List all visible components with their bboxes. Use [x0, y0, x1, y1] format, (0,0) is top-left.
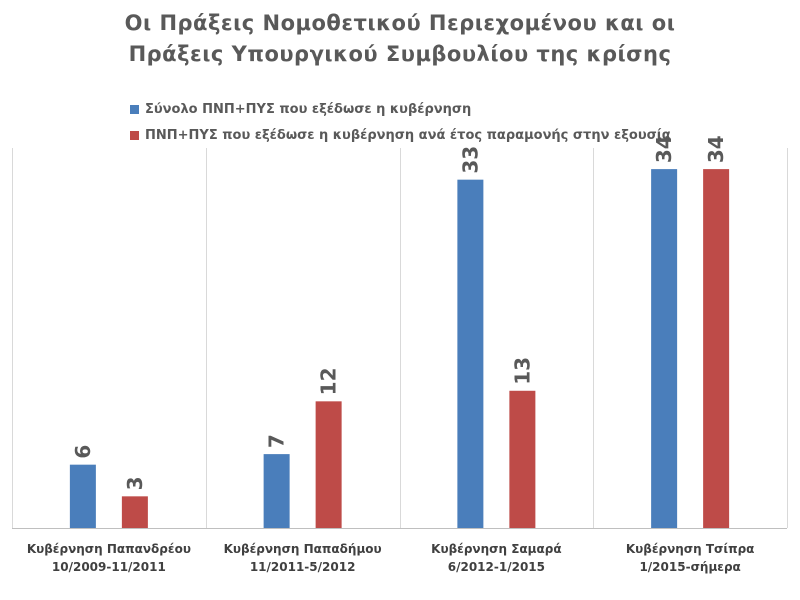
legend-label-total: Σύνολο ΠΝΠ+ΠΥΣ που εξέδωσε η κυβέρνηση	[145, 101, 472, 117]
category-label-period: 6/2012-1/2015	[447, 560, 545, 574]
bar-total	[263, 454, 290, 528]
legend-swatch-total	[130, 104, 139, 114]
bar-total	[651, 169, 678, 528]
data-label-per-year: 3	[123, 476, 147, 490]
category-label: Κυβέρνηση Σαμαρά 6/2012-1/2015	[399, 540, 593, 576]
legend-swatch-per-year	[130, 130, 139, 140]
bar-per-year	[315, 401, 342, 528]
bar-per-year	[509, 390, 536, 528]
category-label: Κυβέρνηση Τσίπρα 1/2015-σήμερα	[593, 540, 787, 576]
category-label-name: Κυβέρνηση Παπαδήμου	[223, 542, 382, 556]
chart-title-line-1: Οι Πράξεις Νομοθετικού Περιεχομένου και …	[124, 11, 676, 35]
category-label-name: Κυβέρνηση Τσίπρα	[625, 542, 755, 556]
category-label-name: Κυβέρνηση Σαμαρά	[431, 542, 562, 556]
legend-label-per-year: ΠΝΠ+ΠΥΣ που εξέδωσε η κυβέρνηση ανά έτος…	[145, 127, 671, 143]
bar-total	[457, 179, 484, 528]
category-label-name: Κυβέρνηση Παπανδρέου	[26, 542, 191, 556]
legend-item-total: Σύνολο ΠΝΠ+ΠΥΣ που εξέδωσε η κυβέρνηση	[130, 96, 671, 122]
category-label-period: 1/2015-σήμερα	[639, 560, 741, 574]
chart-title: Οι Πράξεις Νομοθετικού Περιεχομένου και …	[0, 8, 800, 70]
category-label-period: 10/2009-11/2011	[51, 560, 166, 574]
category-label: Κυβέρνηση Παπανδρέου 10/2009-11/2011	[12, 540, 206, 576]
data-label-per-year: 12	[317, 367, 341, 395]
data-label-per-year: 13	[510, 357, 534, 385]
data-label-total: 7	[265, 434, 289, 448]
chart-title-line-2: Πράξεις Υπουργικού Συμβουλίου της κρίσης	[128, 42, 672, 66]
category-label: Κυβέρνηση Παπαδήμου 11/2011-5/2012	[206, 540, 400, 576]
legend: Σύνολο ΠΝΠ+ΠΥΣ που εξέδωσε η κυβέρνηση Π…	[130, 96, 671, 148]
legend-item-per-year: ΠΝΠ+ΠΥΣ που εξέδωσε η κυβέρνηση ανά έτος…	[130, 122, 671, 148]
bar-per-year	[703, 169, 730, 528]
data-label-total: 6	[71, 445, 95, 459]
data-label-total: 34	[652, 135, 676, 163]
category-label-period: 11/2011-5/2012	[249, 560, 356, 574]
data-label-per-year: 34	[704, 135, 728, 163]
bar-per-year	[121, 496, 148, 528]
data-label-total: 33	[458, 146, 482, 174]
bar-total	[69, 464, 96, 528]
